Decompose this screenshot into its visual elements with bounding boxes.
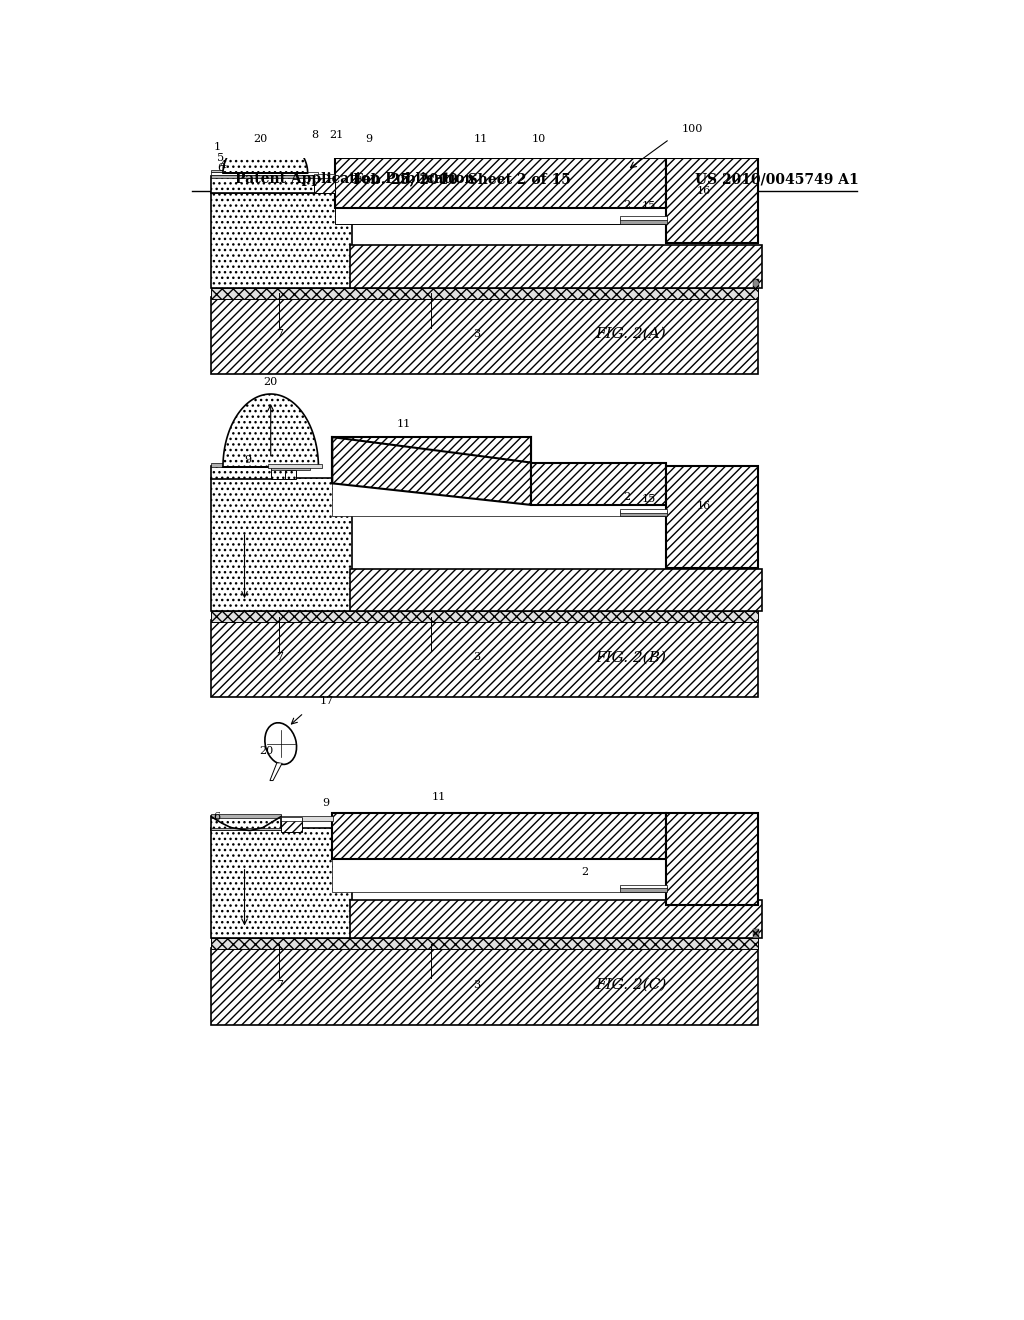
Bar [211, 466, 273, 479]
Bar [271, 469, 287, 479]
Polygon shape [223, 136, 307, 173]
Ellipse shape [266, 725, 295, 763]
Bar [666, 466, 758, 568]
Text: 9: 9 [366, 135, 373, 144]
Bar [211, 297, 758, 374]
Text: 16: 16 [697, 186, 712, 195]
Text: 2: 2 [624, 199, 631, 210]
Text: 15: 15 [642, 201, 656, 211]
Text: 11: 11 [431, 792, 445, 803]
Text: 11: 11 [474, 135, 488, 144]
Text: 100: 100 [682, 124, 703, 135]
Text: 1: 1 [214, 141, 221, 152]
Bar [335, 207, 666, 224]
Text: 20: 20 [253, 135, 267, 144]
Polygon shape [333, 437, 531, 506]
Text: 3: 3 [473, 979, 480, 990]
Bar [211, 176, 317, 193]
Text: 6: 6 [214, 812, 221, 822]
Bar [350, 246, 762, 288]
Text: 10: 10 [531, 135, 546, 144]
Bar [211, 813, 281, 817]
Text: 7: 7 [275, 979, 283, 990]
Text: 3: 3 [473, 652, 480, 663]
Bar [267, 465, 322, 469]
Bar [620, 508, 668, 512]
Bar [281, 817, 302, 821]
Bar [285, 470, 296, 479]
Bar [211, 478, 351, 611]
Text: FIG. 2(B): FIG. 2(B) [596, 651, 667, 664]
Bar [333, 858, 666, 892]
Bar [350, 900, 762, 939]
Bar [335, 158, 666, 209]
Bar [620, 887, 668, 892]
Bar [211, 174, 317, 178]
Bar [333, 813, 666, 859]
Text: FIG. 2(C): FIG. 2(C) [595, 978, 667, 991]
Polygon shape [270, 763, 283, 780]
Text: Patent Application Publication: Patent Application Publication [234, 172, 474, 186]
Bar [333, 437, 531, 483]
Text: 6: 6 [217, 162, 224, 173]
Text: 17: 17 [319, 696, 334, 706]
Bar [313, 176, 336, 193]
Bar [211, 948, 758, 1024]
Text: 2: 2 [582, 867, 589, 878]
Bar [211, 463, 273, 467]
Text: 9: 9 [322, 797, 329, 808]
Bar [350, 569, 762, 611]
Text: US 2010/0045749 A1: US 2010/0045749 A1 [695, 172, 859, 186]
Text: 11: 11 [396, 418, 411, 429]
Bar [753, 929, 759, 939]
Bar [211, 939, 758, 949]
Bar [211, 620, 758, 697]
Bar [211, 193, 351, 288]
Text: 5: 5 [217, 153, 224, 164]
Text: 15: 15 [642, 494, 656, 504]
Bar [211, 173, 317, 174]
Ellipse shape [265, 723, 297, 764]
Bar [211, 828, 281, 830]
Bar [531, 462, 666, 506]
Text: 20: 20 [263, 376, 278, 387]
Text: Feb. 25, 2010  Sheet 2 of 15: Feb. 25, 2010 Sheet 2 of 15 [352, 172, 570, 186]
Bar [620, 511, 668, 516]
Text: 9: 9 [245, 455, 252, 465]
Bar [281, 818, 302, 832]
Bar [211, 288, 758, 298]
Bar [666, 813, 758, 906]
Text: 4: 4 [219, 160, 226, 170]
Polygon shape [223, 395, 318, 467]
Bar [211, 816, 281, 830]
Bar [211, 611, 758, 622]
Bar [620, 884, 668, 888]
Text: 2: 2 [624, 492, 631, 502]
Text: 3: 3 [473, 329, 480, 339]
Bar [333, 483, 665, 516]
Bar [620, 216, 668, 220]
Text: 20: 20 [260, 746, 274, 756]
Bar [211, 829, 351, 939]
Text: FIG. 2(A): FIG. 2(A) [596, 327, 667, 341]
Bar [666, 158, 758, 243]
Bar [281, 816, 333, 821]
Text: 21: 21 [329, 131, 343, 140]
Bar [313, 174, 336, 178]
Text: 8: 8 [311, 131, 318, 140]
Bar [211, 170, 261, 173]
Bar [620, 218, 668, 224]
Bar [271, 466, 310, 470]
Text: 16: 16 [697, 502, 712, 511]
Text: 7: 7 [275, 329, 283, 339]
Bar [753, 279, 759, 288]
Text: 7: 7 [275, 652, 283, 663]
